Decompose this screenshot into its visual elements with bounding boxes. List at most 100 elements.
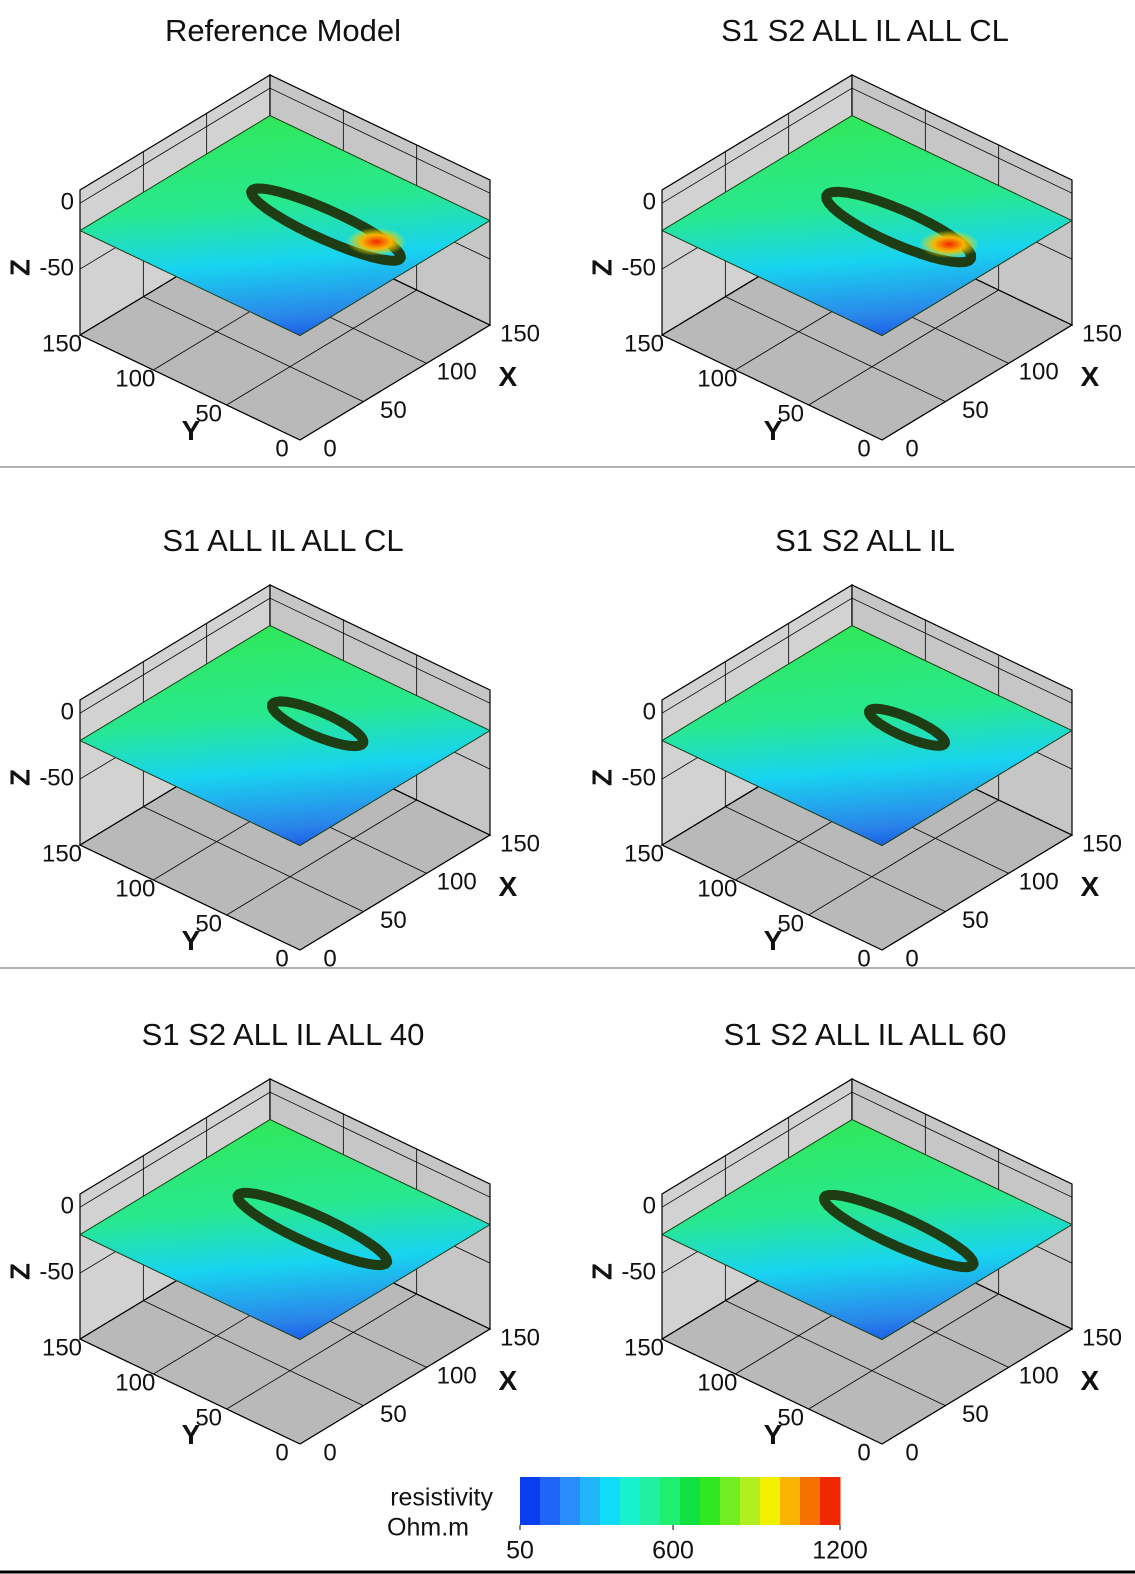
x-tick-label: 150 [1082,1324,1122,1351]
colorbar-band [560,1477,581,1525]
y-axis-label: Y [764,925,783,956]
hot-spot [346,228,406,256]
panel-title: Reference Model [165,13,401,48]
z-tick-label: 0 [61,699,74,726]
y-tick-label: 100 [115,365,155,392]
colorbar-band [800,1477,821,1525]
colorbar-band [780,1477,801,1525]
colorbar-title: resistivity [390,1484,493,1512]
panel-title: S1 S2 ALL IL [775,523,955,558]
x-axis-label: X [1080,871,1099,902]
colorbar-band [820,1477,841,1525]
colorbar-tick-label: 50 [506,1537,534,1565]
z-tick-label: -50 [39,764,74,791]
x-tick-label: 150 [500,830,540,857]
colorbar-band [640,1477,661,1525]
colorbar-band [680,1477,701,1525]
x-tick-label: 50 [962,907,989,934]
y-tick-label: 150 [42,330,82,357]
z-axis-label: Z [4,259,35,276]
y-axis-label: Y [182,415,201,446]
z-axis-label: Z [4,769,35,786]
z-tick-label: 0 [61,1193,74,1220]
x-tick-label: 100 [1019,359,1059,386]
x-tick-label: 0 [323,435,336,462]
y-tick-label: 150 [624,330,664,357]
colorbar-band [620,1477,641,1525]
y-tick-label: 0 [857,945,870,972]
z-tick-label: 0 [643,189,656,216]
y-tick-label: 150 [624,840,664,867]
panel: S1 ALL IL ALL CL050100150050100150-500XY… [4,523,540,972]
x-tick-label: 100 [437,869,477,896]
y-tick-label: 0 [275,435,288,462]
hot-spot [919,230,979,258]
panel-title: S1 S2 ALL IL ALL 60 [724,1017,1007,1052]
y-tick-label: 100 [115,875,155,902]
colorbar-band [540,1477,561,1525]
colorbar-band [520,1477,541,1525]
x-tick-label: 100 [1019,1363,1059,1390]
x-axis-label: X [498,361,517,392]
x-tick-label: 50 [962,397,989,424]
colorbar-band [720,1477,741,1525]
figure: Reference Model 0 50 100 150 0 50 100 150 -50 0 X Y Z… [0,0,1135,1574]
y-tick-label: 150 [624,1334,664,1361]
colorbar-band [600,1477,621,1525]
z-tick-label: -50 [39,1258,74,1285]
x-tick-label: 150 [500,1324,540,1351]
x-tick-label: 50 [380,397,407,424]
x-tick-label: 100 [437,359,477,386]
colorbar-unit: Ohm.m [387,1514,469,1542]
y-tick-label: 150 [42,840,82,867]
y-tick-label: 0 [275,1439,288,1466]
x-axis-label: X [498,1365,517,1396]
x-tick-label: 0 [323,945,336,972]
x-tick-label: 150 [1082,320,1122,347]
x-tick-label: 50 [380,1401,407,1428]
panel-title: S1 ALL IL ALL CL [162,523,403,558]
y-tick-label: 0 [857,1439,870,1466]
x-tick-label: 0 [905,435,918,462]
panel: S1 S2 ALL IL ALL 60050100150050100150-50… [586,1017,1122,1466]
y-axis-label: Y [764,415,783,446]
x-tick-label: 100 [437,1363,477,1390]
z-tick-label: -50 [621,254,656,281]
x-axis-label: X [498,871,517,902]
y-tick-label: 100 [697,875,737,902]
x-axis-label: X [1080,1365,1099,1396]
x-tick-label: 0 [323,1439,336,1466]
panel: Reference Model050100150050100150-500XYZ [4,13,540,462]
y-tick-label: 100 [697,365,737,392]
x-tick-label: 100 [1019,869,1059,896]
x-tick-label: 0 [905,945,918,972]
y-tick-label: 0 [857,435,870,462]
z-tick-label: 0 [643,1193,656,1220]
colorbar-band [660,1477,681,1525]
z-axis-label: Z [4,1263,35,1280]
x-tick-label: 50 [962,1401,989,1428]
colorbar-band [760,1477,781,1525]
z-tick-label: -50 [621,764,656,791]
panel: S1 S2 ALL IL050100150050100150-500XYZ [586,523,1122,972]
z-axis-label: Z [586,1263,617,1280]
z-tick-label: 0 [643,699,656,726]
panel: S1 S2 ALL IL ALL CL050100150050100150-50… [586,13,1122,462]
z-axis-label: Z [586,769,617,786]
z-tick-label: -50 [621,1258,656,1285]
y-axis-label: Y [182,925,201,956]
y-axis-label: Y [182,1419,201,1450]
colorbar-band [740,1477,761,1525]
z-axis-label: Z [586,259,617,276]
panel: S1 S2 ALL IL ALL 40050100150050100150-50… [4,1017,540,1466]
x-tick-label: 0 [905,1439,918,1466]
x-axis-label: X [1080,361,1099,392]
x-tick-label: 150 [500,320,540,347]
x-tick-label: 50 [380,907,407,934]
x-tick-label: 150 [1082,830,1122,857]
colorbar-tick-label: 1200 [812,1537,868,1565]
y-tick-label: 0 [275,945,288,972]
y-tick-label: 150 [42,1334,82,1361]
panel-title: S1 S2 ALL IL ALL 40 [142,1017,425,1052]
